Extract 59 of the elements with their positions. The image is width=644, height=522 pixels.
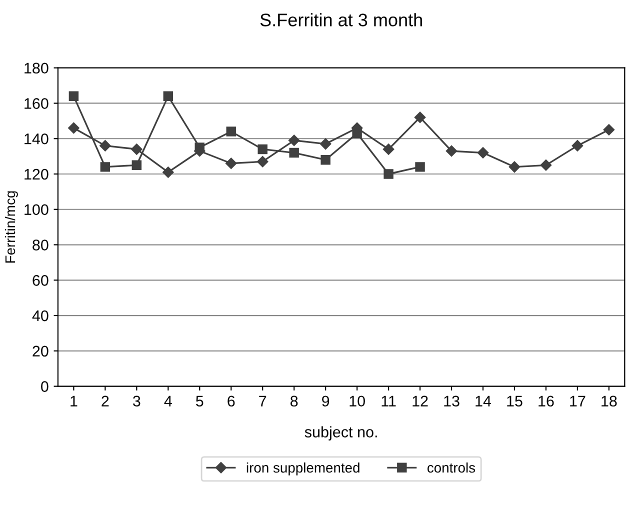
x-tick-label: 1 <box>70 396 78 406</box>
y-tick-label: 20 <box>32 346 48 357</box>
x-tick-label: 9 <box>322 396 330 407</box>
y-tick-label: 180 <box>24 62 48 74</box>
point <box>572 140 584 152</box>
point <box>162 166 174 178</box>
x-tick-label: 3 <box>133 396 140 407</box>
y-axis-title: Ferritin/mcg <box>4 191 18 263</box>
chart-title: S.Ferritin at 3 month <box>260 13 422 26</box>
point <box>289 148 299 158</box>
x-tick-label: 5 <box>196 396 204 407</box>
x-tick-label: 4 <box>164 396 172 406</box>
point <box>258 144 268 154</box>
x-axis-title: subject no. <box>304 426 377 440</box>
point <box>320 154 330 165</box>
x-tick-label: 16 <box>538 396 554 407</box>
legend-label: iron supplemented <box>246 462 360 476</box>
x-tick-label: 17 <box>570 396 586 406</box>
point <box>132 160 142 170</box>
point <box>540 160 552 171</box>
y-tick-label: 60 <box>32 275 48 286</box>
x-tick-label: 2 <box>102 396 109 406</box>
y-tick-label: 0 <box>41 381 48 392</box>
x-tick-label: 15 <box>507 396 522 407</box>
point <box>100 140 111 152</box>
point <box>508 161 520 173</box>
x-tick-label: 8 <box>290 396 298 407</box>
point <box>477 147 489 158</box>
x-tick-label: 6 <box>228 396 235 407</box>
x-tick-label: 14 <box>476 396 492 406</box>
point <box>163 91 174 102</box>
point <box>131 144 142 155</box>
point <box>288 134 300 146</box>
point <box>414 112 426 123</box>
y-tick-label: 160 <box>24 98 48 109</box>
point <box>68 91 79 102</box>
point <box>415 162 425 172</box>
y-tick-label: 140 <box>24 133 48 144</box>
x-tick-label: 11 <box>382 396 396 406</box>
x-tick-label: 12 <box>412 396 428 406</box>
x-tick-label: 7 <box>259 396 266 406</box>
y-tick-label: 40 <box>32 310 48 322</box>
point <box>226 158 237 169</box>
point <box>382 144 394 155</box>
point <box>320 138 332 150</box>
point <box>446 145 458 157</box>
x-tick-label: 13 <box>444 396 460 407</box>
point <box>603 124 615 136</box>
x-tick-label: 18 <box>602 396 617 407</box>
y-tick-label: 120 <box>24 168 48 180</box>
legend-label: controls <box>428 462 476 473</box>
x-tick-label: 10 <box>350 396 365 407</box>
point <box>384 169 394 179</box>
point <box>257 156 268 168</box>
point <box>68 122 80 134</box>
y-tick-label: 80 <box>32 240 48 250</box>
point <box>226 126 236 136</box>
point <box>100 162 110 172</box>
y-tick-label: 100 <box>24 204 48 216</box>
